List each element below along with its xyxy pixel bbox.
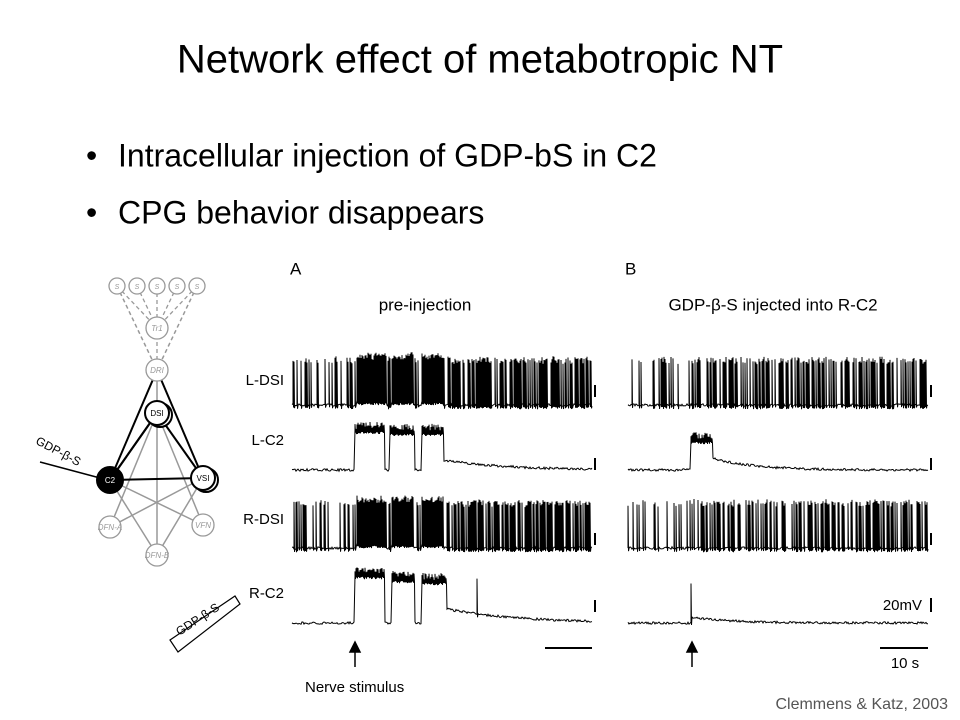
bullet-dot: • [86, 137, 97, 173]
node [148, 277, 166, 295]
electrode [39, 461, 101, 479]
traces [291, 352, 929, 626]
slide-title: Network effect of metabotropic NT [177, 38, 783, 82]
trace-label: R-C2 [249, 585, 284, 602]
node-label: S [115, 284, 120, 291]
connection [156, 285, 198, 371]
node-label: DSI [150, 409, 163, 418]
connection [156, 369, 204, 479]
node-label: S [155, 284, 160, 291]
connection [109, 477, 204, 481]
time-scale: 10 s [891, 655, 919, 672]
node-label: DFN-B [145, 551, 170, 560]
node [144, 400, 170, 426]
trace [627, 498, 929, 553]
bullet: Intracellular injection of GDP-bS in C2 [118, 137, 657, 173]
arrow-head [348, 640, 362, 653]
panel-title: GDP-β-S injected into R-C2 [668, 295, 877, 314]
trace-label: L-DSI [246, 372, 284, 389]
trace [291, 567, 593, 626]
node-label: VSI [197, 474, 210, 483]
connection [116, 285, 158, 329]
node [145, 316, 169, 340]
connection [156, 477, 204, 556]
node [168, 277, 186, 295]
node [96, 466, 124, 494]
connection [116, 285, 158, 371]
node [191, 513, 215, 537]
node [98, 515, 122, 539]
pipette [169, 595, 241, 653]
connection [109, 477, 204, 528]
node [108, 277, 126, 295]
trace-label: R-DSI [243, 511, 284, 528]
node [188, 277, 206, 295]
trace [291, 421, 593, 473]
bullet-dot: • [86, 194, 97, 230]
connection [109, 479, 158, 556]
stimulus-label: Nerve stimulus [305, 679, 404, 696]
connection [109, 412, 158, 528]
trace [627, 356, 929, 410]
node [145, 543, 169, 567]
arrow-head [685, 640, 699, 653]
node-label: S [135, 284, 140, 291]
panel-title: pre-injection [379, 295, 472, 314]
node-label: S [175, 284, 180, 291]
voltage-scale: 20mV [883, 597, 922, 614]
connection [156, 285, 198, 329]
trace-label: L-C2 [251, 432, 284, 449]
trace [627, 583, 928, 626]
bullet: CPG behavior disappears [118, 194, 484, 230]
stimulus-arrows [348, 640, 699, 667]
node-label: C2 [105, 476, 116, 485]
connection [156, 412, 204, 526]
node-label: VFN [195, 521, 211, 530]
scale-bars [545, 385, 932, 649]
node [128, 277, 146, 295]
node [190, 465, 216, 491]
trace [291, 352, 593, 410]
panel-label: B [625, 259, 636, 278]
node-label: DRI [150, 366, 165, 375]
connection [109, 369, 158, 481]
node-label: Tr1 [151, 324, 162, 333]
node [145, 358, 169, 382]
trace [291, 495, 593, 553]
node-label: S [195, 284, 200, 291]
trace [627, 432, 929, 473]
panel-label: A [290, 259, 302, 278]
citation: Clemmens & Katz, 2003 [775, 696, 948, 713]
node-label: DFN-A [98, 523, 122, 532]
